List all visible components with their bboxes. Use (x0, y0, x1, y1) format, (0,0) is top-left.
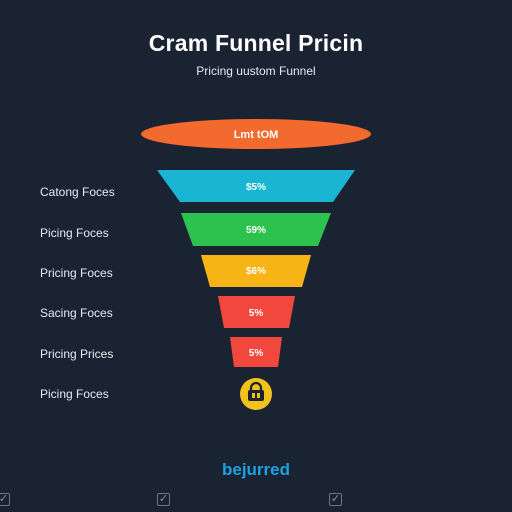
funnel-stage-1 (157, 170, 355, 202)
funnel-stage-4 (218, 296, 295, 328)
stage-value-3: $6% (246, 266, 266, 277)
stage-label-6: Picing Foces (40, 387, 109, 401)
checkbox-check-icon[interactable]: ✓ (0, 493, 10, 506)
stage-value-1: $5% (246, 182, 266, 193)
lock-icon (240, 378, 272, 410)
stage-label-3: Pricing Foces (40, 266, 113, 280)
stage-label-4: Sacing Foces (40, 306, 113, 320)
funnel-stage-3 (201, 255, 311, 287)
funnel-stage-5 (230, 337, 282, 367)
stage-label-2: Picing Foces (40, 226, 109, 240)
checkbox-check-icon[interactable]: ✓ (157, 493, 170, 506)
page-subtitle: Pricing uustom Funnel (196, 64, 316, 78)
stage-label-1: Catong Foces (40, 185, 115, 199)
stage-label-5: Pricing Prices (40, 347, 114, 361)
brand-logo: bejurred (221, 460, 291, 479)
stage-value-4: 5% (249, 308, 264, 319)
stage-value-2: 59% (246, 225, 266, 236)
funnel-stage-0 (141, 119, 371, 149)
page-title: Cram Funnel Pricin (148, 30, 364, 56)
checkbox-check-icon[interactable]: ✓ (329, 493, 342, 506)
funnel-stage-2 (181, 213, 331, 246)
stage-value-0: Lmt tOM (234, 129, 279, 141)
stage-value-5: 5% (249, 348, 264, 359)
